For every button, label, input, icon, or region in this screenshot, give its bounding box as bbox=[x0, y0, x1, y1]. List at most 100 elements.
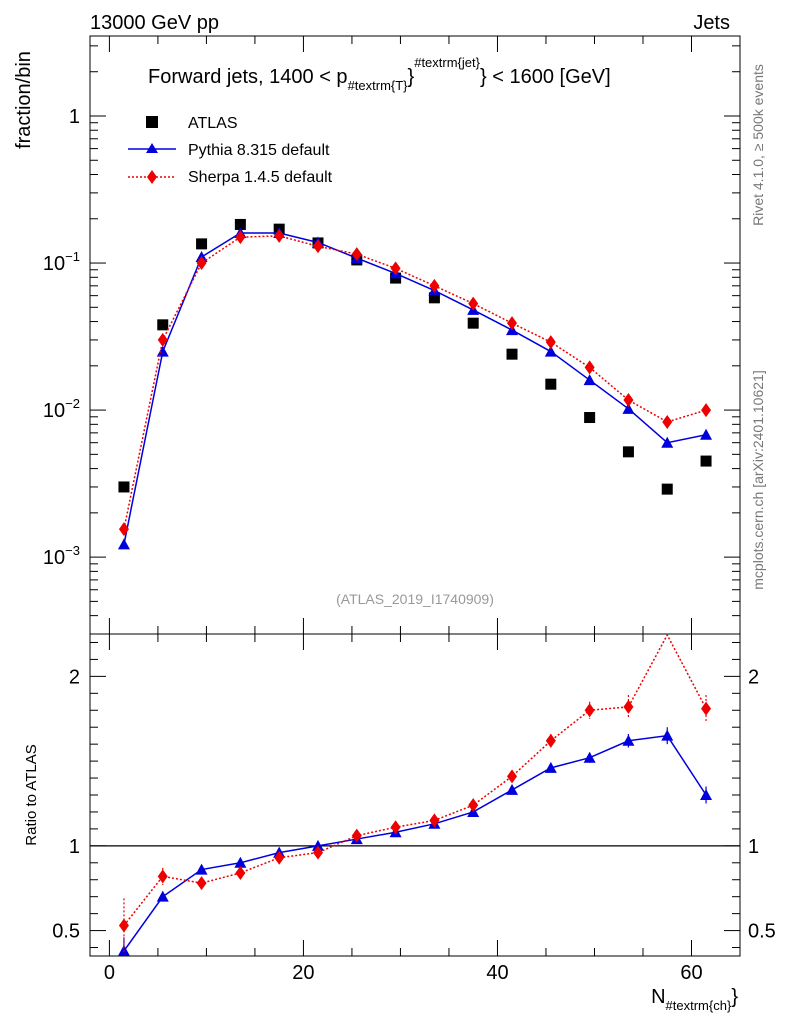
atlas-data-point bbox=[661, 483, 673, 495]
ratio-pythia-point bbox=[195, 863, 208, 875]
ratio-y-tick-label-right: 0.5 bbox=[748, 921, 776, 943]
atlas-data-point bbox=[157, 319, 169, 331]
x-axis-label-main: N bbox=[651, 986, 665, 1008]
ratio-pythia-point bbox=[156, 890, 169, 902]
ratio-sherpa-point bbox=[623, 699, 634, 714]
rivet-label: Rivet 4.1.0, ≥ 500k events bbox=[750, 64, 766, 226]
ratio-pythia-line bbox=[123, 734, 707, 952]
pythia-point bbox=[700, 428, 713, 440]
sherpa-point bbox=[623, 393, 634, 408]
ratio-sherpa-point bbox=[157, 869, 168, 884]
main-y-tick-label: 10−2 bbox=[43, 396, 80, 422]
ratio-sherpa-point bbox=[196, 876, 207, 891]
legend-atlas-marker bbox=[146, 116, 158, 128]
atlas-data-point bbox=[506, 348, 518, 360]
ratio-sherpa-point bbox=[351, 828, 362, 843]
atlas-data-point bbox=[428, 292, 440, 304]
ratio-sherpa-point bbox=[312, 845, 323, 860]
sherpa-point bbox=[701, 403, 712, 418]
ratio-sherpa-point bbox=[584, 703, 595, 718]
ratio-sherpa-point bbox=[545, 733, 556, 748]
ratio-sherpa-point bbox=[118, 918, 129, 933]
sherpa-point bbox=[157, 332, 168, 347]
main-title-subscript: #textrm{T} bbox=[348, 78, 409, 93]
sherpa-point bbox=[429, 278, 440, 293]
analysis-watermark: (ATLAS_2019_I1740909) bbox=[336, 591, 494, 607]
ratio-pythia-point bbox=[583, 751, 596, 763]
ratio-sherpa-point bbox=[507, 769, 518, 784]
mcplots-label: mcplots.cern.ch [arXiv:2401.10621] bbox=[750, 370, 766, 589]
legend-sherpa-marker bbox=[147, 170, 157, 184]
x-tick-label: 0 bbox=[104, 962, 115, 984]
sherpa-point bbox=[196, 256, 207, 271]
ratio-ticks bbox=[90, 634, 740, 956]
ratio-sherpa-line bbox=[123, 633, 707, 926]
ratio-y-tick-label-left: 1 bbox=[69, 836, 80, 858]
ratio-pythia-point bbox=[661, 729, 674, 741]
legend-atlas-label: ATLAS bbox=[188, 115, 238, 132]
main-y-ticks bbox=[90, 45, 740, 635]
atlas-data-point bbox=[700, 455, 712, 467]
sherpa-point bbox=[390, 261, 401, 276]
main-y-tick-label: 10−3 bbox=[43, 543, 80, 569]
pythia-point bbox=[544, 345, 557, 357]
ratio-series-group bbox=[117, 633, 713, 956]
atlas-data-point bbox=[467, 317, 479, 329]
ratio-pythia-point bbox=[622, 734, 635, 746]
pythia-line bbox=[123, 232, 707, 545]
ratio-y-tick-label-left: 2 bbox=[69, 666, 80, 688]
main-series-group bbox=[117, 218, 713, 550]
x-axis-label-subscript: #textrm{ch} bbox=[666, 998, 732, 1013]
ratio-pythia-point bbox=[506, 783, 519, 795]
ratio-sherpa-point bbox=[429, 813, 440, 828]
main-y-tick-labels: 1 10−1 10−2 10−3 bbox=[43, 106, 80, 569]
atlas-data-point bbox=[118, 481, 130, 493]
sherpa-line bbox=[123, 235, 707, 530]
ratio-pythia-point bbox=[544, 761, 557, 773]
pythia-point bbox=[622, 402, 635, 414]
pythia-point bbox=[661, 436, 674, 448]
pythia-point bbox=[117, 538, 130, 550]
sherpa-point bbox=[468, 296, 479, 311]
sherpa-point bbox=[235, 230, 246, 245]
ratio-pythia-point bbox=[700, 789, 713, 800]
sherpa-point bbox=[274, 228, 285, 243]
header-category: Jets bbox=[693, 12, 730, 34]
main-y-tick-label: 1 bbox=[69, 106, 80, 128]
ratio-pythia-point bbox=[311, 839, 324, 851]
ratio-y-tick-label-right: 2 bbox=[748, 666, 759, 688]
main-y-axis-label: fraction/bin bbox=[13, 51, 35, 149]
pythia-point bbox=[583, 374, 596, 386]
main-title-superscript: #textrm{jet} bbox=[414, 55, 480, 70]
main-title-text: Forward jets, 1400 < p bbox=[148, 66, 348, 88]
sherpa-point bbox=[118, 522, 129, 537]
legend: ATLAS Pythia 8.315 default Sherpa 1.4.5 … bbox=[128, 115, 333, 186]
ratio-y-axis-label: Ratio to ATLAS bbox=[23, 744, 40, 845]
sherpa-point bbox=[507, 316, 518, 331]
x-axis-label: N#textrm{ch}} bbox=[651, 986, 738, 1013]
ratio-y-tick-label-right: 1 bbox=[748, 836, 759, 858]
legend-pythia-label: Pythia 8.315 default bbox=[188, 142, 330, 159]
ratio-pythia-point bbox=[234, 856, 247, 868]
atlas-data-point bbox=[545, 378, 557, 390]
ratio-sherpa-point bbox=[701, 701, 712, 716]
legend-pythia-marker bbox=[146, 143, 158, 153]
ratio-sherpa-point bbox=[390, 820, 401, 835]
ratio-y-tick-label-left: 0.5 bbox=[52, 921, 80, 943]
x-tick-label: 20 bbox=[292, 962, 314, 984]
main-title-tail: } < 1600 [GeV] bbox=[480, 66, 611, 88]
main-y-tick-label: 10−1 bbox=[43, 249, 80, 275]
atlas-data-point bbox=[234, 218, 246, 230]
pythia-point bbox=[156, 345, 169, 357]
legend-sherpa-label: Sherpa 1.4.5 default bbox=[188, 169, 333, 186]
atlas-data-point bbox=[622, 446, 634, 458]
atlas-data-point bbox=[584, 412, 596, 424]
header-energy: 13000 GeV pp bbox=[90, 12, 219, 34]
ratio-tick-labels: 0.5 0.51 12 20 20 40 60 bbox=[52, 666, 776, 984]
ratio-sherpa-point bbox=[468, 798, 479, 813]
sherpa-point bbox=[662, 414, 673, 429]
sherpa-point bbox=[312, 239, 323, 254]
x-tick-label: 40 bbox=[486, 962, 508, 984]
ratio-sherpa-point bbox=[274, 850, 285, 865]
